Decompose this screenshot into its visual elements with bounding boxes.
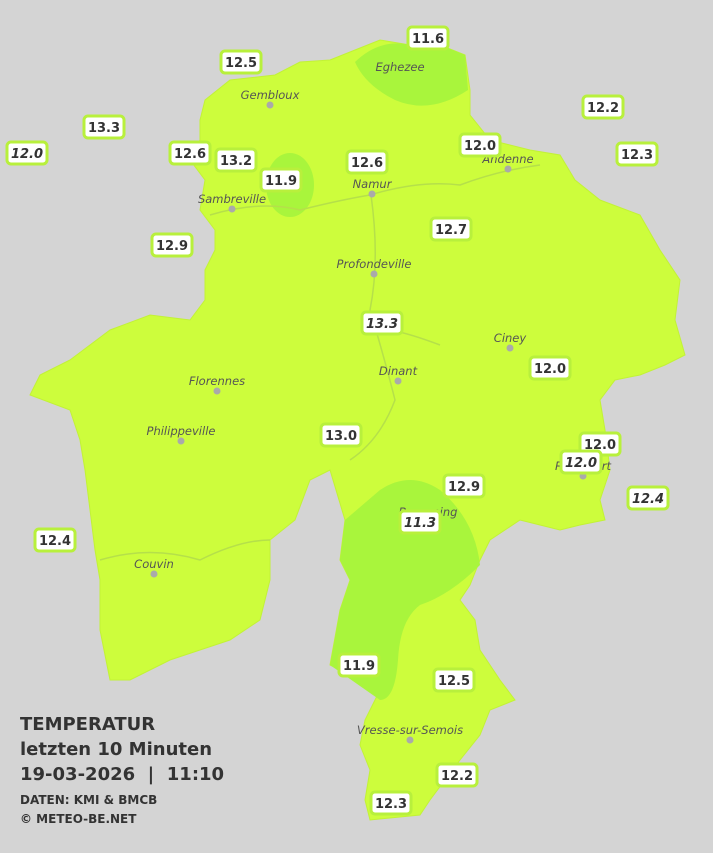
station-box [82, 114, 126, 140]
station-box [581, 94, 625, 120]
station-value: 11.9 [343, 659, 375, 674]
legend-title: TEMPERATUR [20, 714, 155, 735]
city-dot [368, 190, 376, 198]
city-dot [370, 270, 378, 278]
station-box [442, 473, 486, 499]
station-value: 13.0 [325, 429, 357, 444]
station-box [168, 140, 212, 166]
station-value: 11.9 [265, 174, 297, 189]
station-value: 12.6 [351, 156, 383, 171]
station-value: 12.0 [584, 438, 616, 453]
station-value: 12.5 [225, 56, 257, 71]
station-value: 12.4 [632, 492, 664, 507]
station-box [559, 449, 603, 475]
city-dot [506, 344, 514, 352]
city-label: Philippeville [147, 424, 216, 438]
station-box [458, 132, 502, 158]
station-box [626, 485, 670, 511]
station-value: 12.6 [174, 147, 206, 162]
station-value: 11.6 [412, 32, 444, 47]
city-dot [406, 736, 414, 744]
station-box [345, 149, 389, 175]
city-label: Dinant [379, 364, 418, 378]
city-dot [177, 437, 185, 445]
city-label: Ciney [494, 331, 527, 345]
city-dot [504, 165, 512, 173]
station-value: 12.0 [11, 147, 43, 162]
station-box [615, 141, 659, 167]
station-value: 12.5 [438, 674, 470, 689]
legend-period: letzten 10 Minuten [20, 739, 212, 760]
station-box [214, 147, 258, 173]
station-box [369, 790, 413, 816]
city-label: Florennes [189, 374, 245, 388]
city-dot [150, 570, 158, 578]
station-value: 12.2 [587, 101, 619, 116]
station-value: 12.3 [375, 797, 407, 812]
station-box [219, 49, 263, 75]
station-box [429, 216, 473, 242]
station-box [33, 527, 77, 553]
station-box [259, 167, 303, 193]
city-dot [213, 387, 221, 395]
station-box [319, 422, 363, 448]
station-value: 12.7 [435, 223, 467, 238]
legend-source: DATEN: KMI & BMCB [20, 793, 157, 807]
city-label: Couvin [134, 557, 174, 571]
station-value: 13.2 [220, 154, 252, 169]
city-dot [266, 101, 274, 109]
cool-zone [330, 480, 480, 700]
station-box [435, 762, 479, 788]
station-box [432, 667, 476, 693]
city-label: Eghezee [375, 60, 424, 74]
station-box [337, 652, 381, 678]
station-box [360, 310, 404, 336]
station-value: 12.2 [441, 769, 473, 784]
city-label: Sambreville [198, 192, 266, 206]
station-box [5, 140, 49, 166]
city-dot [394, 377, 402, 385]
station-value: 12.4 [39, 534, 71, 549]
station-value: 12.9 [156, 239, 188, 254]
station-value: 13.3 [88, 121, 120, 136]
city-dot [228, 205, 236, 213]
city-label: Gembloux [241, 88, 300, 102]
city-label: Vresse-sur-Semois [357, 723, 463, 737]
station-value: 13.3 [366, 317, 398, 332]
legend-timestamp: 19-03-2026 | 11:10 [20, 764, 224, 785]
station-value: 11.3 [404, 516, 436, 531]
station-value: 12.0 [565, 456, 597, 471]
station-value: 12.0 [534, 362, 566, 377]
station-value: 12.0 [464, 139, 496, 154]
legend-copyright: © METEO-BE.NET [20, 812, 137, 826]
station-value: 12.9 [448, 480, 480, 495]
city-label: Profondeville [337, 257, 412, 271]
station-box [406, 25, 450, 51]
station-box [398, 509, 442, 535]
station-value: 12.3 [621, 148, 653, 163]
station-box [528, 355, 572, 381]
cool-zone [355, 43, 468, 106]
city-label: Namur [353, 177, 393, 191]
station-box [150, 232, 194, 258]
